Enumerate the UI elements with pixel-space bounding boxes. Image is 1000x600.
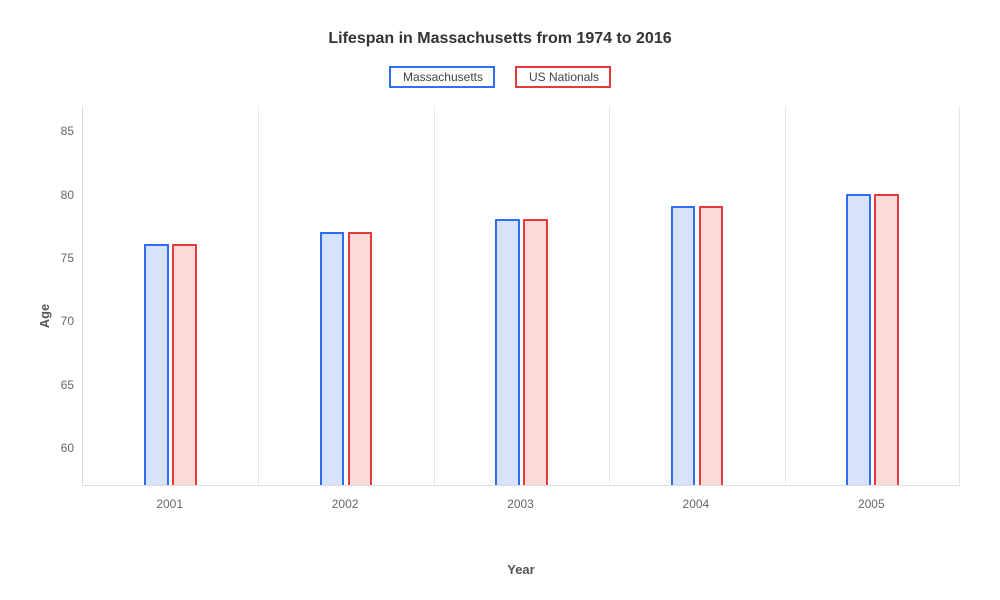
bar [495, 219, 520, 485]
y-tick: 70 [61, 314, 74, 328]
chart-container: Lifespan in Massachusetts from 1974 to 2… [0, 0, 1000, 600]
bar [874, 194, 899, 485]
grid-line [434, 106, 435, 485]
legend-item-us-nationals: US Nationals [515, 66, 611, 88]
x-axis-label: Year [82, 562, 960, 577]
y-tick: 65 [61, 378, 74, 392]
y-tick: 80 [61, 188, 74, 202]
y-axis: 60 65 70 75 80 85 [40, 106, 82, 486]
bar [172, 244, 197, 485]
legend-item-massachusetts: Massachusetts [389, 66, 495, 88]
bar [320, 232, 345, 485]
x-tick: 2001 [156, 497, 183, 511]
bars-layer [83, 106, 960, 485]
legend: Massachusetts US Nationals [40, 66, 960, 88]
y-tick: 60 [61, 441, 74, 455]
chart-title: Lifespan in Massachusetts from 1974 to 2… [40, 30, 960, 48]
plot-area [82, 106, 960, 486]
bar [523, 219, 548, 485]
x-axis: 2001 2002 2003 2004 2005 [82, 491, 960, 531]
grid-line [609, 106, 610, 485]
y-tick: 75 [61, 251, 74, 265]
x-tick: 2003 [507, 497, 534, 511]
bar [846, 194, 871, 485]
grid-line [258, 106, 259, 485]
legend-label: Massachusetts [403, 70, 483, 84]
y-tick: 85 [61, 124, 74, 138]
x-tick: 2005 [858, 497, 885, 511]
x-tick: 2004 [683, 497, 710, 511]
plot-wrap: Age 606570758085 20012002200320042005 [40, 106, 960, 526]
x-tick: 2002 [332, 497, 359, 511]
grid-line [959, 106, 960, 485]
bar [348, 232, 373, 485]
bar [144, 244, 169, 485]
bar [671, 206, 696, 485]
legend-label: US Nationals [529, 70, 599, 84]
bar [699, 206, 724, 485]
grid-line [785, 106, 786, 485]
